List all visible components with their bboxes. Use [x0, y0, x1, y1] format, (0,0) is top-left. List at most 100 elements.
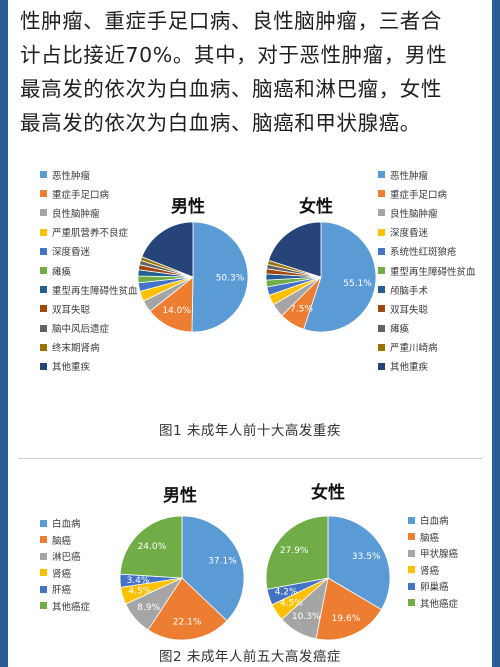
pie-slice	[147, 577, 228, 641]
legend-swatch	[40, 190, 47, 198]
legend-label: 颅脑手术	[390, 285, 429, 297]
legend-swatch	[408, 566, 415, 574]
legend-label: 白血病	[52, 519, 81, 531]
legend-label: 甲状腺癌	[420, 549, 459, 561]
legend-item: 重型再生障碍性贫血	[40, 280, 138, 299]
legend-label: 双耳失聪	[52, 304, 91, 316]
legend-item: 白血病	[40, 515, 90, 532]
legend-label: 恶性肿瘤	[52, 170, 91, 182]
legend-swatch	[40, 552, 47, 560]
legend-item: 双耳失聪	[378, 299, 476, 318]
legend-swatch	[378, 324, 385, 332]
legend-fig1-female: 恶性肿瘤重症手足口病 良性脑肿瘤深度昏迷系统性红斑狼疮重型再生障碍性贫血 颅脑手术双…	[378, 165, 476, 376]
pie-data-label: 8.9%	[137, 603, 160, 613]
legend-label: 重症手足口病	[52, 189, 110, 201]
legend-item: 重型再生障碍性贫血	[378, 261, 476, 280]
legend-item: 良性脑肿瘤	[378, 203, 476, 222]
legend-item: 其他癌症	[408, 595, 458, 612]
legend-label: 脑中风后遗症	[52, 324, 110, 336]
divider	[18, 458, 482, 459]
pie-chart-fig1-female: 55.1% 7.5%	[265, 221, 377, 333]
pie-slice	[268, 221, 322, 278]
legend-item: 脑癌	[408, 529, 458, 546]
legend-label: 脑癌	[420, 532, 440, 544]
legend-item: 瘫痪	[40, 261, 138, 280]
legend-item: 肾癌	[40, 565, 90, 582]
legend-label: 淋巴癌	[52, 552, 81, 564]
legend-item: 深度昏迷	[378, 223, 476, 242]
pie-slice	[181, 515, 245, 622]
legend-swatch	[378, 209, 385, 217]
legend-item: 颅脑手术	[378, 280, 476, 299]
legend-swatch	[40, 267, 47, 275]
pie-data-label: 24.0%	[138, 542, 167, 552]
legend-label: 卵巢癌	[420, 582, 449, 594]
pie-data-label: 4.2%	[275, 588, 298, 598]
legend-label: 双耳失聪	[390, 304, 429, 316]
pie-data-label: 4.5%	[280, 598, 303, 608]
legend-label: 严重川崎病	[390, 343, 438, 355]
legend-swatch	[378, 305, 385, 313]
pie-data-label: 55.1%	[343, 279, 372, 289]
legend-swatch	[40, 585, 47, 593]
pie-title-fig2-male: 男性	[163, 486, 197, 506]
legend-item: 甲状腺癌	[408, 545, 458, 562]
legend-item: 重症手足口病	[40, 184, 138, 203]
legend-swatch	[40, 569, 47, 577]
legend-item: 肝癌	[40, 581, 90, 598]
figure2-caption: 图2 未成年人前五大高发癌症	[159, 649, 341, 665]
pie-chart-fig2-male: 37.1% 22.1% 8.9% 4.5%3.4% 24.0%	[119, 515, 245, 641]
legend-item: 淋巴癌	[40, 548, 90, 565]
pie-chart-fig1-male: 50.3% 14.0%	[137, 221, 249, 333]
legend-item: 脑癌	[40, 532, 90, 549]
legend-item: 肾癌	[408, 562, 458, 579]
legend-label: 重型再生障碍性贫血	[52, 285, 138, 297]
legend-swatch	[378, 171, 385, 179]
figure1-caption: 图1 未成年人前十大高发重疾	[159, 423, 341, 439]
legend-swatch	[378, 228, 385, 236]
legend-swatch	[40, 286, 47, 294]
article-page: 性肿瘤、重症手足口病、良性脑肿瘤，三者合 计占比接近70%。其中，对于恶性肿瘤，…	[8, 0, 492, 667]
legend-item: 重症手足口病	[378, 184, 476, 203]
legend-swatch	[408, 533, 415, 541]
pie-data-label: 10.3%	[292, 612, 321, 622]
legend-item: 脑中风后遗症	[40, 319, 138, 338]
pie-data-label: 19.6%	[332, 614, 361, 624]
legend-item: 严重川崎病	[378, 338, 476, 357]
pie-data-label: 3.4%	[127, 576, 150, 586]
pie-data-label: 37.1%	[208, 557, 237, 567]
legend-swatch	[408, 582, 415, 590]
legend-swatch	[378, 343, 385, 351]
legend-swatch	[40, 362, 47, 370]
pie-slice	[191, 221, 249, 333]
pie-slice	[141, 221, 194, 278]
legend-label: 恶性肿瘤	[390, 170, 429, 182]
legend-label: 其他癌症	[420, 598, 459, 610]
legend-label: 重型再生障碍性贫血	[390, 266, 476, 278]
legend-label: 白血病	[420, 516, 449, 528]
intro-paragraph: 性肿瘤、重症手足口病、良性脑肿瘤，三者合 计占比接近70%。其中，对于恶性肿瘤，…	[20, 4, 486, 140]
legend-swatch	[378, 267, 385, 275]
legend-swatch	[408, 516, 415, 524]
legend-label: 良性脑肿瘤	[390, 208, 438, 220]
legend-swatch	[378, 362, 385, 370]
pie-title-fig1-male: 男性	[171, 197, 205, 217]
legend-label: 瘫痪	[52, 266, 72, 278]
legend-fig2-male: 白血病 脑癌 淋巴癌 肾癌 肝癌 其他癌症	[40, 515, 90, 614]
pie-slice	[315, 577, 382, 641]
pie-data-label: 4.5%	[128, 587, 151, 597]
intro-line: 最高发的依次为白血病、脑癌和甲状腺癌。	[20, 111, 421, 135]
legend-item: 深度昏迷	[40, 242, 138, 261]
pie-slice	[119, 515, 183, 579]
legend-label: 深度昏迷	[390, 228, 429, 240]
legend-item: 双耳失聪	[40, 299, 138, 318]
legend-swatch	[40, 602, 47, 610]
legend-swatch	[40, 324, 47, 332]
legend-swatch	[40, 536, 47, 544]
pie-data-label: 27.9%	[280, 546, 309, 556]
legend-item: 系统性红斑狼疮	[378, 242, 476, 261]
legend-label: 脑癌	[52, 535, 72, 547]
legend-label: 重症手足口病	[390, 189, 448, 201]
legend-item: 卵巢癌	[408, 578, 458, 595]
legend-item: 其他重疾	[40, 357, 138, 376]
